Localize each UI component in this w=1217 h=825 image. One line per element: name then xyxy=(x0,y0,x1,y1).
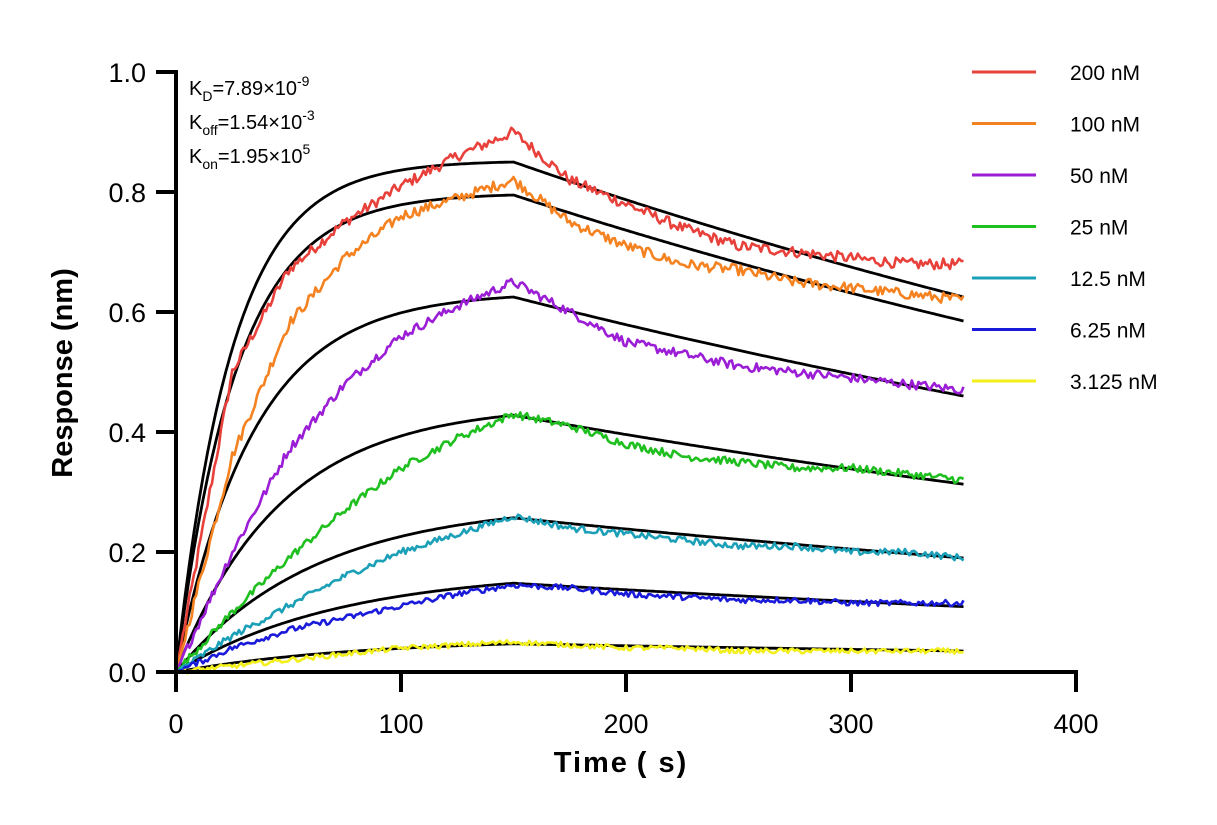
fit-curve xyxy=(174,160,964,673)
kinetic-parameter: Koff=1.54×10-3 xyxy=(189,107,315,138)
y-tick-label: 0.6 xyxy=(108,298,146,328)
x-axis-title: Time ( s) xyxy=(554,747,688,779)
legend-label: 25 nM xyxy=(1070,217,1128,240)
legend-label: 12.5 nM xyxy=(1070,268,1146,291)
legend-label: 3.125 nM xyxy=(1070,371,1158,394)
legend: 200 nM 100 nM 50 nM 25 nM 12.5 nM 6.25 nM 3.12… xyxy=(972,62,1158,394)
kinetic-parameter: Kon=1.95×105 xyxy=(189,141,310,172)
y-tick-label: 0.2 xyxy=(108,538,146,568)
x-tick-label: 400 xyxy=(1053,709,1098,739)
legend-label: 50 nM xyxy=(1070,165,1128,188)
legend-label: 6.25 nM xyxy=(1070,320,1146,343)
trace-12-5-nm xyxy=(175,513,965,674)
legend-label: 200 nM xyxy=(1070,62,1140,85)
data-traces xyxy=(174,126,965,675)
legend-label: 100 nM xyxy=(1070,114,1140,137)
trace-100-nm xyxy=(174,175,965,673)
fit-curve xyxy=(174,413,964,673)
trace-50-nm xyxy=(174,277,965,673)
y-axis-title: Response (nm) xyxy=(47,268,79,477)
y-tick-label: 0.0 xyxy=(108,658,146,688)
y-ticks: 0.0 0.2 0.4 0.6 0.8 1.0 xyxy=(108,58,176,688)
fit-curve xyxy=(174,295,964,673)
y-tick-label: 1.0 xyxy=(108,58,146,88)
x-tick-label: 300 xyxy=(828,709,873,739)
trace-6-25-nm xyxy=(175,582,965,674)
plot-area xyxy=(174,126,965,675)
trace-25-nm xyxy=(175,411,965,673)
trace-200-nm xyxy=(174,126,964,673)
x-tick-label: 100 xyxy=(378,709,423,739)
trace-3-125-nm xyxy=(175,638,964,675)
x-ticks: 0 100 200 300 400 xyxy=(168,672,1099,739)
y-tick-label: 0.4 xyxy=(108,418,146,448)
x-tick-label: 200 xyxy=(603,709,648,739)
axes: 0 100 200 300 400 0.0 0.2 0.4 0.6 0.8 1.0 xyxy=(108,58,1098,739)
kinetic-parameter: KD=7.89×10-9 xyxy=(189,73,310,104)
y-tick-label: 0.8 xyxy=(108,178,146,208)
x-tick-label: 0 xyxy=(168,709,183,739)
fit-curves xyxy=(174,160,964,674)
